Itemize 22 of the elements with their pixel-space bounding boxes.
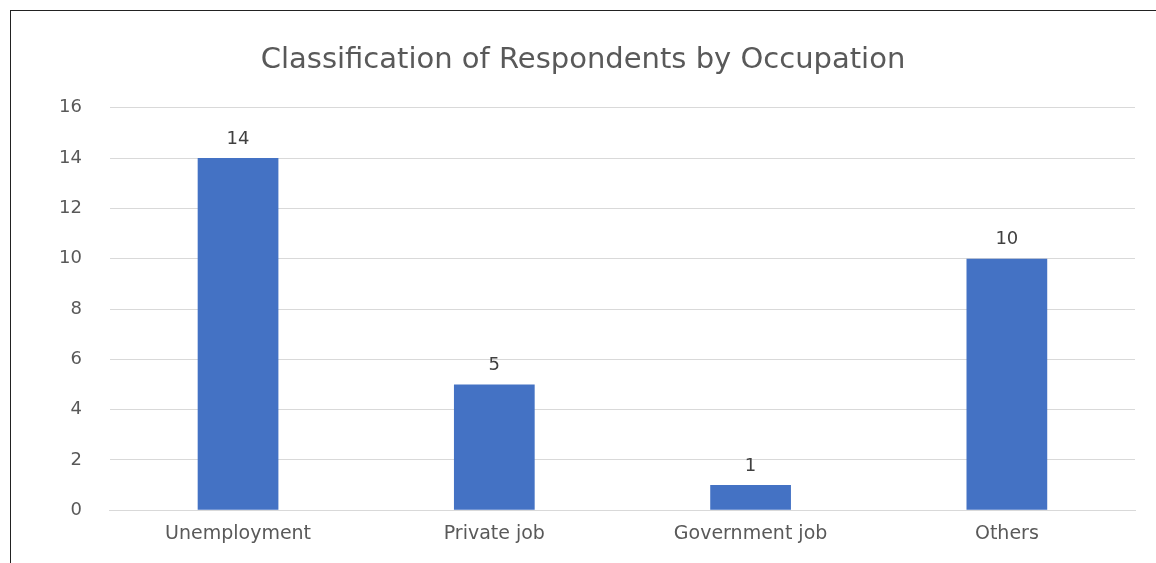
bar [197,158,279,510]
x-tick-label: Others [974,520,1039,543]
y-tick-label: 14 [59,145,82,167]
bar [453,384,535,510]
y-tick-label: 2 [70,447,82,469]
y-tick-label: 16 [59,95,82,117]
y-tick-label: 4 [70,397,82,419]
data-label: 14 [226,126,250,148]
y-tick-label: 0 [70,497,82,519]
y-tick-label: 6 [70,346,82,368]
x-tick-label: Private job [443,520,545,543]
y-tick-label: 12 [59,196,82,218]
y-tick-label: 8 [70,296,82,318]
y-tick-label: 10 [59,246,82,268]
data-label: 5 [488,353,501,375]
x-tick-label: Unemployment [165,520,312,543]
bar [710,485,791,510]
data-label: 1 [744,453,757,475]
data-label: 10 [995,227,1019,249]
chart-title: Classification of Respondents by Occupation [260,40,906,75]
bar [966,258,1048,510]
x-tick-label: Government job [673,520,828,543]
